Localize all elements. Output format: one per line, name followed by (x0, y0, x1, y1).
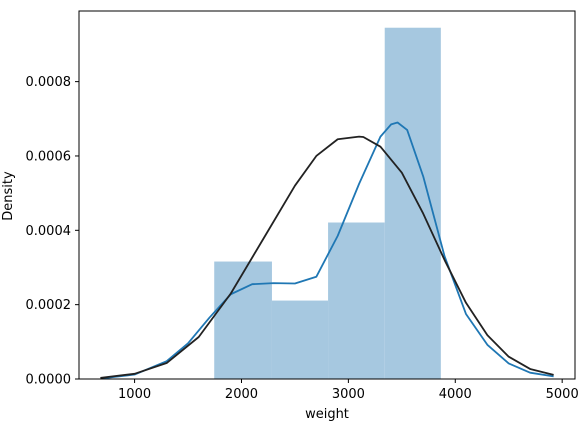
histogram-bar-1 (214, 261, 272, 379)
y-tick-label: 0.0002 (26, 298, 72, 313)
x-tick-label: 1000 (118, 387, 151, 402)
histogram-bar-3 (328, 222, 385, 379)
y-tick-label: 0.0004 (26, 224, 72, 239)
y-axis-label: Density (1, 171, 16, 221)
histogram-bar-2 (271, 300, 329, 379)
x-axis-ticks: 1000 2000 3000 4000 5000 (118, 379, 579, 402)
x-axis-label: weight (305, 407, 349, 422)
density-lines (100, 121, 554, 380)
x-tick-label: 3000 (332, 387, 365, 402)
x-tick-label: 4000 (439, 387, 472, 402)
y-tick-label: 0.0008 (26, 75, 72, 90)
y-axis-ticks: 0.0000 0.0002 0.0004 0.0006 0.0008 (26, 75, 79, 388)
x-tick-label: 5000 (546, 387, 579, 402)
fit-line (100, 135, 554, 379)
x-tick-label: 2000 (225, 387, 258, 402)
plot-frame (78, 10, 576, 380)
y-tick-label: 0.0006 (26, 149, 72, 164)
histogram-bars (214, 27, 441, 380)
histogram-bar-4 (384, 27, 441, 380)
y-tick-label: 0.0000 (26, 373, 72, 388)
kde-line (102, 121, 554, 380)
